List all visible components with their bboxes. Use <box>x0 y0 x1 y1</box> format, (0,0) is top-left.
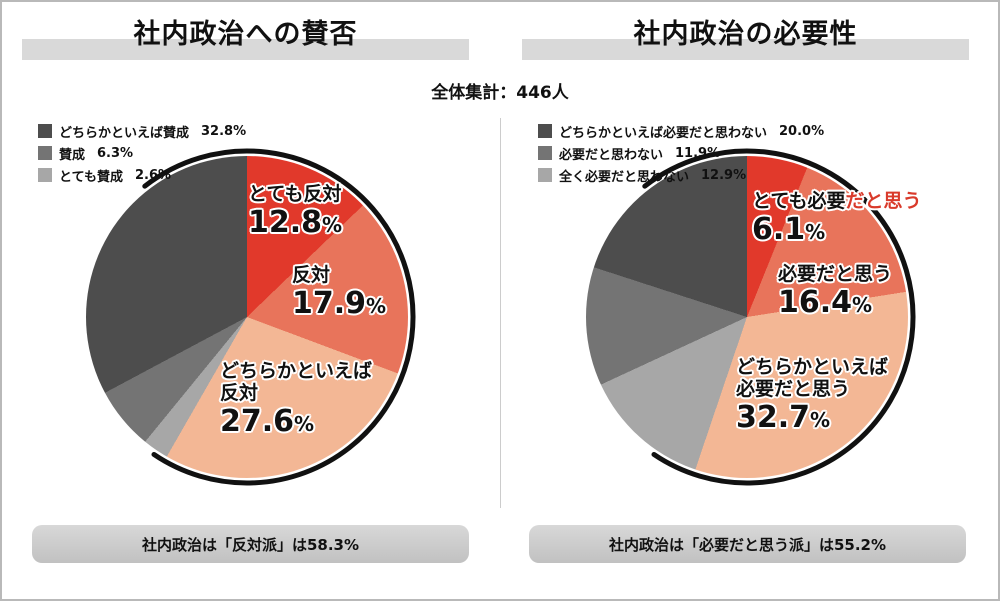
title-highlight-bar-right <box>522 39 969 60</box>
legend-label: どちらかといえば必要だと思わない <box>559 125 768 141</box>
pie-wrap-necessity <box>577 147 917 487</box>
chart-title-approval: 社内政治への賛否 <box>133 19 358 50</box>
legend-label: 賛成 <box>59 147 86 163</box>
pie-chart-approval <box>86 156 408 478</box>
total-count-label: 全体集計：446人 <box>431 83 569 103</box>
pie-label-necessary: 必要だと思う 16.4% <box>778 263 893 320</box>
legend-swatch-dark <box>538 124 552 138</box>
legend-item: とても賛成 2.6% <box>38 164 246 186</box>
legend-swatch-mid <box>538 146 552 160</box>
pie-label-somewhat-necessary: どちらかといえば 必要だと思う 32.7% <box>736 356 889 435</box>
summary-banner-approval: 社内政治は「反対派」は58.3% <box>32 525 469 563</box>
legend-swatch-light <box>538 168 552 182</box>
pie-wrap-approval <box>77 147 417 487</box>
legend-value: 6.3% <box>97 145 134 161</box>
vertical-divider <box>500 118 501 508</box>
title-highlight-bar-left <box>22 39 469 60</box>
legend-item: どちらかといえば賛成 32.8% <box>38 120 246 142</box>
legend-swatch-dark <box>38 124 52 138</box>
chart-title-necessity: 社内政治の必要性 <box>633 19 858 50</box>
legend-approval: どちらかといえば賛成 32.8% 賛成 6.3% とても賛成 2.6% <box>38 120 246 186</box>
pie-outline-arc <box>578 148 916 486</box>
legend-swatch-light <box>38 168 52 182</box>
summary-banner-necessity: 社内政治は「必要だと思う派」は55.2% <box>529 525 966 563</box>
legend-value: 11.9% <box>675 145 721 161</box>
pie-outline-arc <box>78 148 416 486</box>
pie-label-very-opposed: とても反対 12.8% <box>248 183 343 240</box>
pie-label-somewhat-opposed: どちらかといえば 反対 27.6% <box>220 360 373 439</box>
legend-item: どちらかといえば必要だと思わない 20.0% <box>538 120 824 142</box>
legend-value: 2.6% <box>134 167 172 183</box>
legend-item: 必要だと思わない 11.9% <box>538 142 824 164</box>
legend-label: とても賛成 <box>59 169 123 185</box>
legend-item: 賛成 6.3% <box>38 142 246 164</box>
pie-chart-necessity <box>586 156 908 478</box>
legend-value: 20.0% <box>779 123 825 139</box>
legend-label: 全く必要だと思わない <box>559 169 690 185</box>
legend-label: どちらかといえば賛成 <box>59 125 190 141</box>
legend-value: 12.9% <box>701 167 747 183</box>
legend-value: 32.8% <box>201 123 247 139</box>
legend-label: 必要だと思わない <box>559 147 664 163</box>
legend-necessity: どちらかといえば必要だと思わない 20.0% 必要だと思わない 11.9% 全く… <box>538 120 824 186</box>
legend-swatch-mid <box>38 146 52 160</box>
pie-label-opposed: 反対 17.9% <box>292 264 387 321</box>
legend-item: 全く必要だと思わない 12.9% <box>538 164 824 186</box>
pie-label-very-necessary: とても必要だと思う 6.1% <box>752 190 922 247</box>
